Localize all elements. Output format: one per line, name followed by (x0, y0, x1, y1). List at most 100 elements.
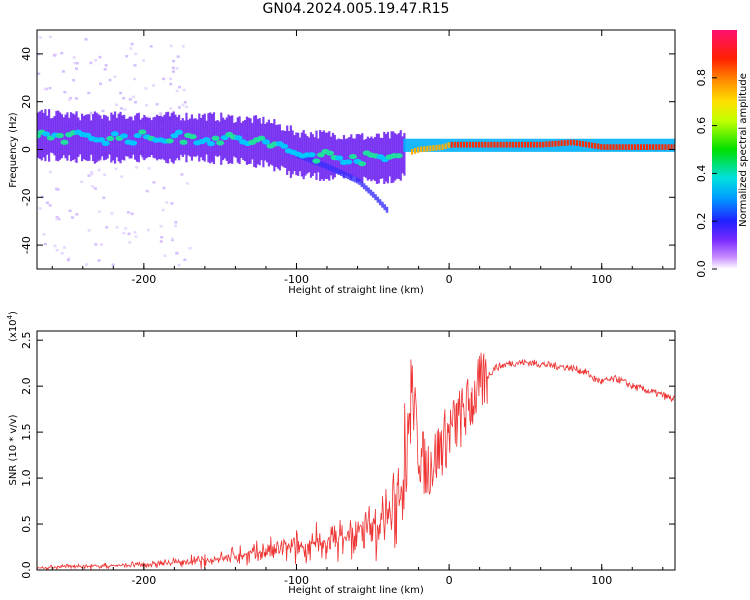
spectrogram-noise-cell (111, 263, 115, 267)
spectrogram-noise-cell (144, 87, 148, 90)
spectrogram-branch (328, 164, 332, 171)
spectrogram-noise-cell (183, 258, 187, 261)
spectrogram-core (490, 141, 493, 148)
snr-y-tick-label: 2.0 (20, 377, 33, 395)
spectrogram-band (161, 116, 164, 159)
spectrogram-peak (394, 153, 403, 159)
spectrogram-noise-cell (169, 44, 173, 48)
spectrogram-band (73, 114, 76, 160)
spectrogram-noise-cell (38, 36, 42, 39)
spectrogram-noise-cell (43, 87, 47, 91)
spectrogram-noise-cell (75, 67, 79, 70)
spectrogram-noise-cell (99, 82, 103, 86)
spectrogram-noise-cell (177, 106, 181, 109)
snr-x-tick-label: 100 (591, 574, 612, 587)
spectrogram-peak (257, 135, 266, 141)
spectrogram-core (597, 143, 600, 150)
spectrogram-noise-cell (113, 75, 117, 78)
spectrogram-core (478, 141, 481, 148)
spectrogram-core (533, 141, 536, 148)
spectrogram-noise-cell (141, 59, 145, 62)
spectrogram-branch (305, 155, 309, 162)
spectrogram-core (487, 141, 490, 148)
spectrogram-noise-cell (165, 201, 169, 204)
spectrogram-core (578, 140, 582, 147)
spectrogram-core (670, 144, 673, 150)
spectrogram-noise-cell (105, 226, 109, 229)
spectrogram-y-tick-label: 0 (20, 146, 33, 153)
spectrogram-noise-cell (57, 217, 61, 221)
spectrogram-core (520, 141, 524, 148)
spectrogram-peak (344, 159, 353, 165)
spectrogram-branch (342, 171, 345, 178)
spectrogram-noise-cell (108, 78, 112, 82)
spectrogram-noise-cell (162, 186, 166, 190)
spectrogram-core (566, 139, 569, 146)
spectrogram-noise-cell (141, 156, 145, 160)
spectrogram-peak (165, 138, 174, 144)
spectrogram-y-tick-label: 20 (20, 95, 33, 109)
spectrogram-noise-cell (149, 45, 153, 48)
spectrogram-noise-cell (103, 173, 107, 177)
spectrogram-core (459, 141, 462, 148)
spectrogram-noise-cell (131, 95, 135, 99)
spectrogram-noise-cell (84, 263, 88, 266)
spectrogram-noise-cell (104, 64, 108, 67)
spectrogram-core (508, 141, 511, 148)
spectrogram-noise-cell (169, 77, 173, 81)
spectrogram-band (315, 130, 318, 180)
spectrogram-band (227, 114, 230, 165)
spectrogram-band (344, 138, 347, 175)
spectrogram-noise-cell (52, 54, 56, 57)
spectrogram-noise-cell (100, 243, 104, 246)
spectrogram-branch (307, 156, 311, 163)
spectrogram-band (97, 114, 100, 161)
spectrogram-peak (335, 155, 344, 161)
spectrogram-noise-cell (93, 187, 97, 190)
spectrogram-noise-cell (53, 244, 57, 248)
spectrogram-core (600, 144, 603, 150)
spectrogram-noise-cell (87, 229, 91, 232)
spectrogram-core (569, 139, 572, 146)
spectrogram-noise-cell (72, 78, 76, 82)
spectrogram-core (505, 141, 508, 148)
spectrogram-noise-cell (160, 236, 164, 239)
spectrogram-band (284, 131, 287, 168)
spectrogram-core (572, 139, 575, 146)
spectrogram-x-tick-label: -200 (131, 273, 156, 286)
spectrogram-noise-cell (146, 228, 150, 232)
spectrogram-core (633, 144, 636, 150)
spectrogram-core (603, 144, 606, 150)
spectrogram-core (661, 144, 664, 150)
spectrogram-core (530, 141, 533, 148)
spectrogram-core (423, 146, 426, 152)
spectrogram-core (563, 140, 566, 146)
spectrogram-band (209, 112, 212, 164)
spectrogram-noise-cell (123, 108, 127, 111)
spectrogram-band (102, 114, 106, 161)
snr-y-tick-label: 0.0 (20, 561, 33, 579)
spectrogram-noise-cell (61, 70, 65, 73)
spectrogram-noise-cell (169, 82, 173, 86)
spectrogram-core (502, 141, 505, 148)
spectrogram-core (554, 140, 557, 147)
spectrogram-noise-cell (145, 189, 149, 193)
spectrogram-noise-cell (171, 66, 175, 70)
spectrogram-noise-cell (188, 246, 192, 250)
spectrogram-noise-cell (127, 232, 131, 236)
spectrogram-core (472, 141, 475, 148)
spectrogram-core (539, 141, 542, 148)
spectrogram-band (328, 131, 331, 181)
spectrogram-peak (101, 140, 110, 146)
spectrogram-noise-cell (97, 259, 101, 262)
spectrogram-band (342, 135, 346, 179)
spectrogram-core (575, 140, 578, 146)
spectrogram-core (627, 144, 630, 150)
spectrogram-core (517, 141, 520, 148)
spectrogram-core (523, 141, 527, 148)
spectrogram-noise-cell (170, 202, 174, 205)
spectrogram-band (201, 114, 205, 161)
spectrogram-core (624, 144, 627, 150)
spectrogram-band (104, 115, 107, 160)
spectrogram-branch (339, 169, 343, 176)
